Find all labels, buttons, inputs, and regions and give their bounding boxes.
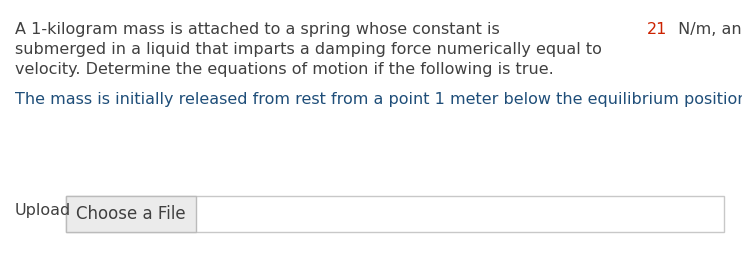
Text: submerged in a liquid that imparts a damping force numerically equal to: submerged in a liquid that imparts a dam…	[15, 42, 607, 57]
Text: Choose a File: Choose a File	[76, 205, 186, 223]
Text: N/m, and the entire system is then: N/m, and the entire system is then	[674, 22, 742, 37]
FancyBboxPatch shape	[66, 196, 724, 232]
Text: 21: 21	[647, 22, 668, 37]
FancyBboxPatch shape	[66, 196, 196, 232]
Text: A 1-kilogram mass is attached to a spring whose constant is: A 1-kilogram mass is attached to a sprin…	[15, 22, 505, 37]
Text: velocity. Determine the equations of motion if the following is true.: velocity. Determine the equations of mot…	[15, 62, 554, 77]
Text: Upload: Upload	[15, 202, 71, 218]
Text: The mass is initially released from rest from a point 1 meter below the equilibr: The mass is initially released from rest…	[15, 92, 742, 107]
